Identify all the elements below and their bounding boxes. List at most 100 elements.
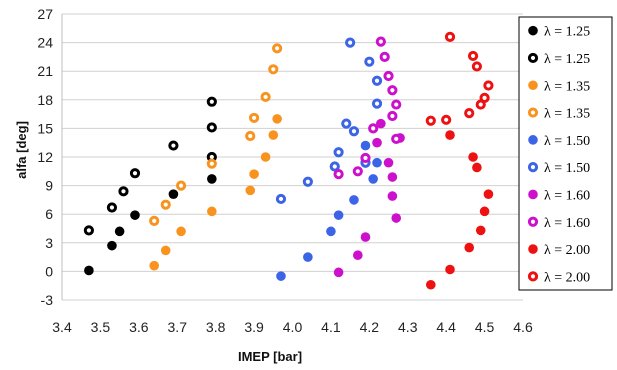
x-tick-label: 3.6 — [129, 319, 149, 335]
data-point — [464, 242, 475, 253]
x-tick-label: 4.2 — [360, 319, 380, 335]
x-tick-label: 4.0 — [283, 319, 303, 335]
y-tick-label: 0 — [45, 263, 53, 279]
data-point — [360, 140, 371, 151]
data-point — [368, 174, 378, 184]
data-point — [168, 140, 179, 151]
grid-lines — [62, 13, 523, 301]
data-point — [479, 92, 490, 103]
legend: λ = 1.25 λ = 1.25 λ = 1.35 λ = 1.35 λ = 1.50… — [518, 16, 613, 291]
legend-marker — [527, 271, 539, 282]
x-tick-label: 3.7 — [168, 319, 188, 335]
data-point — [168, 189, 179, 199]
legend-label: λ = 1.60 — [544, 188, 590, 203]
data-point — [479, 206, 490, 217]
data-point — [391, 99, 402, 110]
data-point — [372, 137, 382, 148]
data-point — [391, 133, 402, 144]
data-point — [206, 96, 217, 107]
data-point — [248, 112, 260, 124]
y-tick-label: 12 — [37, 149, 53, 165]
data-point — [467, 50, 479, 62]
data-point — [130, 210, 140, 220]
data-point — [375, 36, 386, 47]
data-point — [84, 265, 94, 276]
data-point — [371, 98, 383, 109]
legend-marker — [528, 80, 538, 91]
x-tick-label: 3.4 — [52, 319, 72, 335]
legend-label: λ = 1.35 — [544, 107, 590, 122]
data-point — [326, 226, 336, 237]
data-point — [149, 215, 160, 226]
data-point — [352, 166, 363, 177]
data-point — [268, 64, 279, 75]
data-point — [268, 130, 279, 140]
data-point — [471, 61, 482, 72]
data-point — [207, 174, 217, 184]
x-tick-label: 3.9 — [244, 319, 264, 335]
data-point — [383, 157, 394, 168]
data-point — [387, 110, 398, 122]
data-point — [383, 70, 394, 82]
legend-label: λ = 1.35 — [544, 79, 590, 94]
data-point — [368, 123, 379, 134]
data-point — [272, 114, 282, 124]
data-point — [387, 85, 398, 96]
legend-marker — [527, 162, 539, 173]
x-axis-title: IMEP [bar] — [238, 349, 302, 364]
data-point — [160, 199, 171, 210]
legend-marker — [528, 244, 538, 254]
data-point — [472, 162, 482, 173]
data-point — [272, 43, 283, 54]
data-point — [175, 180, 187, 191]
data-point — [475, 225, 486, 236]
x-tick-label: 4.6 — [513, 319, 533, 335]
legend-label: λ = 2.00 — [544, 243, 590, 258]
data-point — [353, 250, 363, 260]
data-point — [114, 226, 125, 237]
x-tick-label: 3.8 — [206, 319, 226, 335]
data-point — [333, 169, 344, 180]
y-tick-label: 3 — [45, 235, 53, 251]
y-tick-label: 18 — [37, 92, 53, 108]
y-tick-label: 24 — [37, 35, 53, 51]
legend-label: λ = 1.50 — [544, 161, 590, 176]
data-point — [341, 118, 352, 129]
data-point — [468, 152, 478, 162]
legend-marker — [528, 135, 538, 145]
data-point — [206, 158, 217, 169]
legend-marker — [528, 25, 538, 36]
data-point — [276, 271, 286, 281]
x-tick-label: 4.3 — [398, 319, 418, 335]
data-point — [483, 189, 494, 199]
y-tick-label: 9 — [45, 178, 53, 194]
data-point — [329, 161, 340, 172]
data-point — [445, 130, 455, 140]
data-point — [333, 210, 344, 220]
data-point — [441, 114, 452, 125]
data-point — [160, 245, 171, 256]
data-point — [260, 152, 271, 162]
data-point — [391, 213, 402, 223]
y-tick-label: 21 — [37, 63, 53, 79]
x-tick-label: 4.5 — [475, 319, 495, 335]
data-point — [303, 252, 313, 262]
data-points — [83, 31, 494, 290]
data-point — [371, 75, 383, 86]
data-point — [249, 169, 259, 179]
data-point — [483, 80, 494, 91]
data-point — [349, 195, 359, 205]
legend-label: λ = 1.50 — [544, 134, 590, 149]
legend-label: λ = 2.00 — [544, 270, 590, 285]
x-tick-label: 3.5 — [91, 319, 111, 335]
data-point — [387, 172, 398, 182]
y-tick-label: 27 — [37, 6, 53, 22]
y-axis-title: alfa [deg] — [14, 121, 29, 179]
data-point — [348, 126, 360, 137]
data-point — [245, 130, 256, 142]
data-point — [379, 51, 390, 63]
data-point — [333, 147, 344, 158]
data-point — [107, 240, 117, 251]
y-tick-label: 15 — [37, 120, 53, 136]
